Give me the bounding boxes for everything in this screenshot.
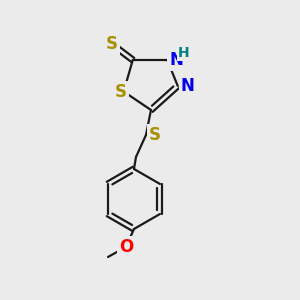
Text: N: N — [169, 51, 183, 69]
Text: S: S — [149, 126, 161, 144]
Text: S: S — [115, 82, 127, 100]
Text: O: O — [119, 238, 133, 256]
Text: S: S — [106, 35, 118, 53]
Text: N: N — [181, 77, 195, 95]
Text: H: H — [178, 46, 190, 60]
